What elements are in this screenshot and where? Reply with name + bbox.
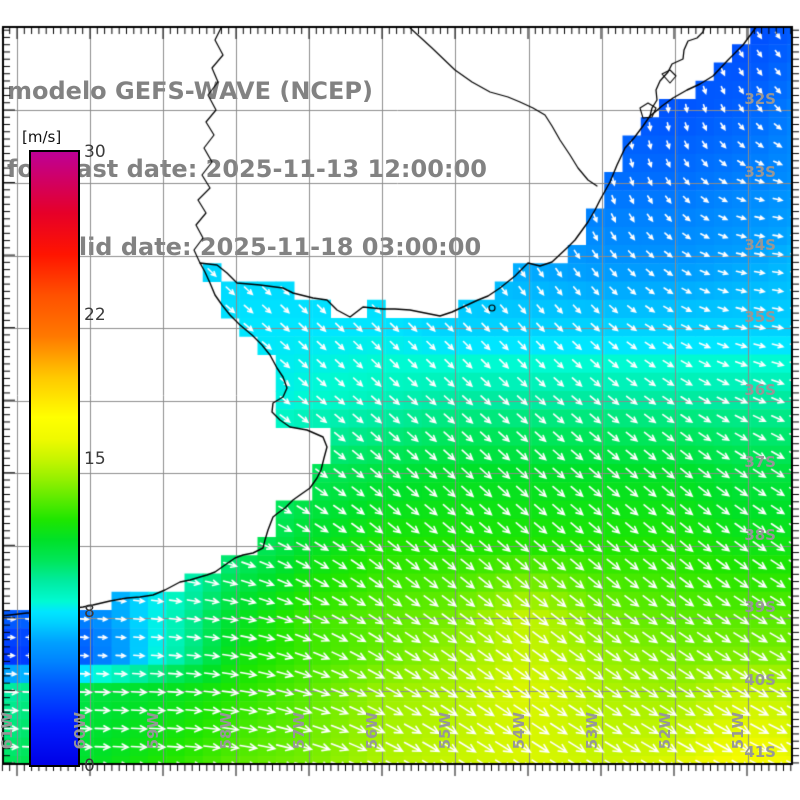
longitude-label: 60W (71, 712, 89, 750)
latitude-label: 39S (744, 598, 776, 616)
longitude-label: 58W (217, 712, 235, 750)
latitude-label: 38S (744, 526, 776, 544)
colorbar-tick-label: 8 (84, 602, 95, 622)
colorbar-frame (29, 150, 80, 767)
longitude-label: 57W (290, 712, 308, 750)
latitude-label: 36S (744, 381, 776, 399)
colorbar-unit-label: [m/s] (22, 128, 62, 146)
latitude-label: 32S (744, 90, 776, 108)
latitude-label: 41S (744, 743, 776, 761)
longitude-label: 59W (144, 712, 162, 750)
longitude-label: 53W (583, 712, 601, 750)
longitude-label: 51W (729, 712, 747, 750)
longitude-label: 52W (656, 712, 674, 750)
longitude-label: 54W (510, 712, 528, 750)
latitude-label: 34S (744, 236, 776, 254)
longitude-label: 61W (0, 712, 16, 750)
colorbar-tick-label: 22 (84, 305, 106, 325)
colorbar-tick-label: 15 (84, 449, 106, 469)
longitude-label: 56W (363, 712, 381, 750)
colorbar-tick-label: 30 (84, 142, 106, 162)
latitude-label: 40S (744, 671, 776, 689)
latitude-label: 37S (744, 453, 776, 471)
latitude-label: 33S (744, 163, 776, 181)
colorbar-gradient (31, 152, 78, 765)
latitude-label: 35S (744, 308, 776, 326)
colorbar-tick-label: 0 (84, 756, 95, 776)
longitude-label: 55W (436, 712, 454, 750)
